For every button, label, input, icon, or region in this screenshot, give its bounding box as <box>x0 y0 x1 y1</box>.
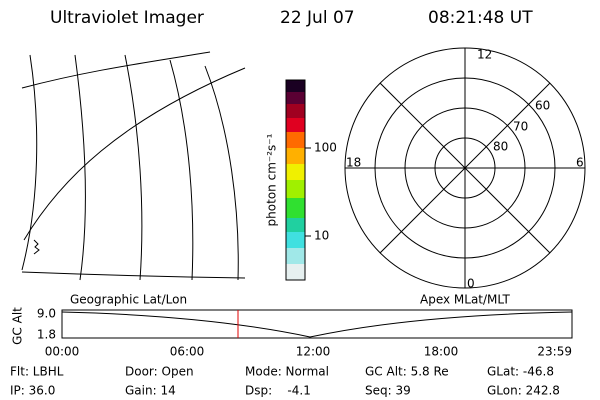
info-field: Flt: LBHL <box>10 365 64 379</box>
time: 08:21:48 UT <box>428 8 533 28</box>
x-tick-label: 12:00 <box>296 345 331 359</box>
mlt-label: 12 <box>477 48 492 62</box>
info-field: GC Alt: 5.8 Re <box>365 365 449 379</box>
x-tick-label: 18:00 <box>424 345 459 359</box>
grid-arc <box>21 51 211 89</box>
grid-arc <box>23 67 246 241</box>
altitude-plot: Geographic Lat/Lon Apex MLat/MLT GC Alt … <box>11 293 573 359</box>
polar-plot: 12 18 6 0 80 70 60 <box>344 47 586 291</box>
x-tick-label: 23:59 <box>537 345 572 359</box>
title: Ultraviolet Imager <box>50 8 204 28</box>
colorbar-tick: 10 <box>314 229 329 243</box>
colorbar-label: photon cm⁻²s⁻¹ <box>265 133 279 226</box>
image-panel <box>21 51 246 281</box>
plot-subtitle: Apex MLat/MLT <box>420 293 510 307</box>
info-field: Mode: Normal <box>245 365 329 379</box>
info-field: Seq: 39 <box>365 384 411 398</box>
y-tick-label: 9.0 <box>37 307 56 321</box>
info: Flt: LBHL Door: Open Mode: Normal GC Alt… <box>10 365 560 398</box>
info-field: GLat: -46.8 <box>487 365 554 379</box>
mlt-label: 6 <box>576 156 584 170</box>
grid-arc <box>21 271 246 279</box>
grid-arc <box>169 59 194 281</box>
lat-label: 70 <box>513 120 528 134</box>
grid-arc <box>124 54 143 281</box>
mlt-label: 0 <box>467 277 475 291</box>
colorbar: 100 10 photon cm⁻²s⁻¹ <box>265 79 337 281</box>
info-field: GLon: 242.8 <box>487 384 560 398</box>
grid-arc <box>21 54 38 271</box>
info-field: IP: 36.0 <box>10 384 55 398</box>
grid-arc <box>74 54 86 281</box>
grid-arc <box>204 65 239 281</box>
lat-label: 80 <box>493 140 508 154</box>
mlt-label: 18 <box>346 156 361 170</box>
x-tick-label: 06:00 <box>170 345 205 359</box>
coast <box>33 239 40 255</box>
y-tick-label: 1.8 <box>37 328 56 342</box>
info-field: Door: Open <box>125 365 194 379</box>
plot-subtitle: Geographic Lat/Lon <box>70 293 187 307</box>
lat-label: 60 <box>535 99 550 113</box>
date: 22 Jul 07 <box>280 8 355 28</box>
info-field: Dsp: -4.1 <box>245 384 311 398</box>
info-field: Gain: 14 <box>125 384 176 398</box>
y-label: GC Alt <box>11 307 25 345</box>
x-tick-label: 00:00 <box>45 345 80 359</box>
colorbar-tick: 100 <box>314 141 337 155</box>
